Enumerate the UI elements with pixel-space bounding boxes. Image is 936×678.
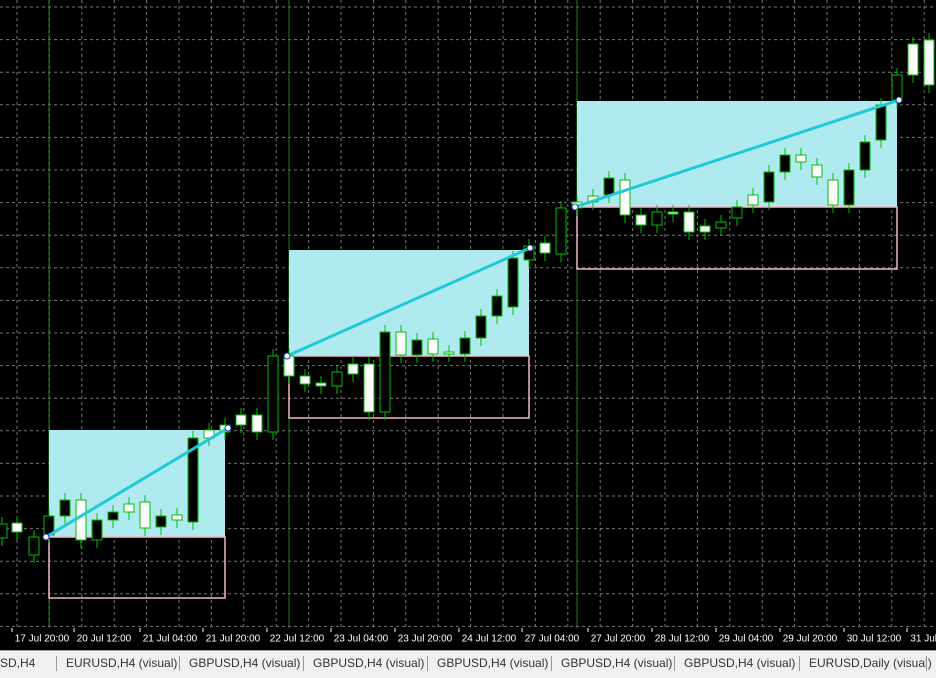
candle-body — [923, 39, 935, 86]
candle-body — [811, 164, 823, 178]
trend-line — [286, 246, 531, 358]
candle-body — [555, 207, 567, 255]
chart-tab[interactable]: EURUSD,H4 (visual) — [66, 656, 178, 670]
x-tick-label: 30 Jul 12:00 — [847, 634, 902, 645]
tab-separator — [179, 656, 180, 671]
chart-tab[interactable]: GBPUSD,H4 (visual) — [189, 656, 301, 670]
candle-body — [11, 522, 23, 533]
tab-separator — [303, 656, 304, 671]
candle-body — [395, 331, 407, 356]
candle-body — [683, 211, 695, 233]
x-tick-label: 21 Jul 20:00 — [206, 634, 261, 645]
tab-separator — [551, 656, 552, 671]
candle-body — [187, 437, 199, 523]
tab-separator — [926, 656, 927, 671]
candle-body — [699, 225, 711, 233]
x-tick-label: 23 Jul 20:00 — [398, 634, 453, 645]
candle-body — [459, 337, 471, 355]
candle-body — [299, 375, 311, 385]
candle-body — [747, 194, 759, 206]
candle-body — [75, 499, 87, 541]
candle-body — [795, 154, 807, 163]
candle-body — [667, 211, 679, 215]
stop-zone — [288, 355, 530, 419]
candle-body — [315, 382, 327, 387]
x-tick-label: 21 Jul 04:00 — [143, 634, 198, 645]
x-tick-label: 31 Jul — [910, 634, 936, 645]
candle-body — [875, 104, 887, 141]
candle-body — [443, 351, 455, 355]
chart-tab[interactable]: GBPUSD,H4 (visual) — [313, 656, 425, 670]
candle-body — [347, 363, 359, 375]
chart-tab[interactable]: GBPUSD,H4 (visual) — [684, 656, 796, 670]
candle-body — [91, 519, 103, 541]
candle-body — [651, 211, 663, 226]
anchor-point — [283, 352, 291, 360]
candle-body — [539, 242, 551, 254]
anchor-point — [571, 203, 579, 211]
candle-body — [779, 154, 791, 173]
candle-body — [107, 511, 119, 521]
candle-body — [427, 338, 439, 355]
candle-body — [139, 501, 151, 529]
candle-body — [28, 536, 40, 556]
x-tick-label: 22 Jul 12:00 — [270, 634, 325, 645]
x-tick-label: 24 Jul 12:00 — [462, 634, 517, 645]
candle-body — [331, 371, 343, 387]
x-tick-label: 20 Jul 12:00 — [77, 634, 132, 645]
candle-body — [155, 515, 167, 528]
candle-body — [619, 179, 631, 216]
x-tick-label: 17 Jul 20:00 — [15, 634, 70, 645]
x-tick-label: 29 Jul 04:00 — [719, 634, 774, 645]
candle-body — [891, 74, 903, 101]
candle-body — [171, 514, 183, 521]
candle-body — [59, 499, 71, 517]
candle-body — [731, 206, 743, 219]
tab-separator — [799, 656, 800, 671]
anchor-point — [42, 533, 50, 541]
chart-tab[interactable]: GBPUSD,H4 (visual) — [561, 656, 673, 670]
anchor-point — [895, 96, 903, 104]
tab-separator — [674, 656, 675, 671]
tab-bar: JSD,H4 EURUSD,H4 (visual) GBPUSD,H4 (visua… — [0, 650, 936, 678]
x-tick-label: 27 Jul 20:00 — [591, 634, 646, 645]
candle-body — [715, 221, 727, 229]
candle-body — [843, 169, 855, 206]
chart-tab[interactable]: EURUSD,Daily (visual) — [809, 656, 932, 670]
candle-body — [267, 355, 279, 433]
trend-line — [574, 98, 900, 209]
candle-body — [859, 141, 871, 171]
tab-separator — [56, 656, 57, 671]
candle-body — [907, 43, 919, 76]
candle-body — [507, 257, 519, 308]
chart-tab[interactable]: JSD,H4 — [0, 656, 36, 670]
x-tick-label: 29 Jul 20:00 — [783, 634, 838, 645]
candle-body — [0, 523, 8, 539]
candle-body — [251, 414, 263, 433]
candle-body — [763, 171, 775, 203]
candle-body — [475, 315, 487, 339]
tab-separator — [427, 656, 428, 671]
x-tick-label: 23 Jul 04:00 — [334, 634, 389, 645]
candle-body — [411, 339, 423, 356]
anchor-point — [526, 244, 534, 252]
candle-body — [635, 214, 647, 226]
x-tick-label: 28 Jul 12:00 — [655, 634, 710, 645]
anchor-point — [224, 424, 232, 432]
candle-body — [379, 331, 391, 413]
candle-body — [827, 179, 839, 206]
candle-body — [123, 503, 135, 513]
candle-body — [603, 177, 615, 196]
stop-zone — [48, 536, 226, 599]
trend-line — [45, 426, 229, 539]
x-tick-label: 27 Jul 04:00 — [525, 634, 580, 645]
candle-body — [491, 295, 503, 317]
candle-body — [363, 363, 375, 413]
chart-tab[interactable]: GBPUSD,H4 (visual) — [437, 656, 549, 670]
candle-body — [235, 414, 247, 426]
